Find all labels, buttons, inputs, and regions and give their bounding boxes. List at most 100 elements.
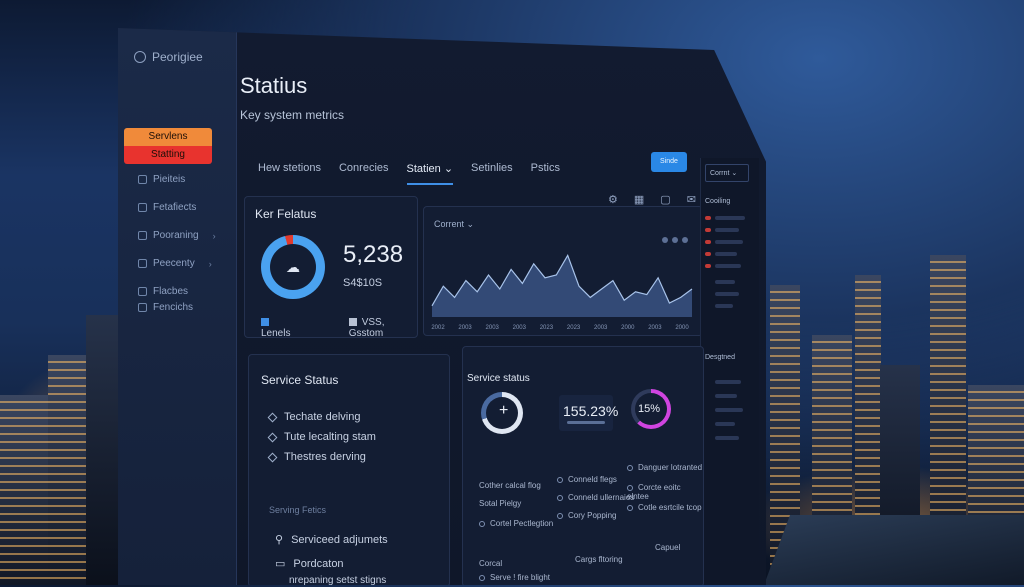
service-item[interactable]: ▭ Pordcaton	[275, 557, 344, 570]
dot-icon[interactable]	[662, 237, 668, 243]
grid-cell-label: Danguer lotranted	[638, 463, 703, 472]
building	[86, 315, 120, 585]
chart-title-text: Corrent	[434, 219, 465, 229]
legend-label: Lenels	[261, 328, 291, 339]
tab-bar: Hew stetions Conrecies Statien ⌄ Setinli…	[258, 162, 560, 185]
panel-row[interactable]	[715, 436, 739, 440]
legend-item: VSS, Gsstom	[348, 317, 417, 339]
sidebar-item-6[interactable]: Fencichs	[138, 302, 193, 313]
sidebar-active-label: Servlens	[148, 131, 188, 142]
legend-swatch	[261, 318, 269, 327]
panel-row[interactable]	[715, 292, 739, 296]
panel-row[interactable]	[715, 264, 741, 268]
page-subtitle: Key system metrics	[240, 108, 345, 122]
progress-ring	[481, 392, 523, 434]
sidebar-item-2[interactable]: Fetafiects	[138, 202, 196, 213]
panel-row-marker	[705, 228, 711, 232]
panel-row[interactable]	[715, 228, 739, 232]
logo-icon	[134, 51, 146, 63]
grid-cell-label: Cory Popping	[568, 511, 617, 520]
sidebar: Peorigiee Servlens Statting Pieiteis Fet…	[118, 28, 237, 585]
footer-label: Capuel	[655, 543, 681, 552]
bullet-icon	[557, 494, 563, 501]
sidebar-item-active[interactable]: Servlens Statting	[124, 128, 212, 164]
footer-item-label: Serve ! fire blight	[490, 573, 551, 582]
status-donut	[261, 235, 325, 299]
grid-cell: Cory Popping	[557, 511, 616, 520]
panel-row[interactable]	[715, 394, 737, 398]
service-item-label: nrepaning setst stigns	[289, 575, 387, 586]
bullet-icon	[557, 512, 563, 519]
tab-1[interactable]: Hew stetions	[258, 162, 321, 174]
service-item[interactable]: ⚲ Serviceed adjumets	[275, 533, 388, 546]
grid-cell-label: Cotle esrtcile tcop	[638, 503, 702, 512]
balcony-ledge	[764, 515, 1024, 585]
panel-row[interactable]	[715, 252, 737, 256]
section-label: Serving Fetics	[269, 505, 327, 515]
dot-icon[interactable]	[672, 237, 678, 243]
building	[0, 395, 50, 585]
service-item-label: Tute lecalting stam	[284, 431, 376, 443]
grid-cell: Cotle esrtcile tcop	[627, 503, 702, 512]
tab-2[interactable]: Conrecies	[338, 162, 389, 174]
mail-icon[interactable]: ✉	[686, 194, 696, 206]
service-item[interactable]: Techate delving	[267, 411, 360, 423]
x-tick-label: 2002	[431, 325, 445, 331]
bell-icon[interactable]: ⚙	[608, 194, 618, 206]
diamond-icon	[267, 432, 278, 443]
right-panel: Corrnt ⌄ Cooiling Desgtned	[700, 158, 759, 558]
panel-row[interactable]	[715, 240, 743, 244]
box-icon: ▭	[275, 558, 286, 570]
sidebar-item-3[interactable]: Pooraning ›	[138, 230, 216, 241]
dot-icon[interactable]	[682, 237, 688, 243]
primary-action-button[interactable]: Sinde	[651, 152, 687, 172]
chart-title[interactable]: Corrent ⌄	[434, 219, 474, 230]
tab-3-active[interactable]: Statien ⌄	[406, 162, 454, 185]
x-tick-label: 2003	[513, 325, 527, 331]
footer-item[interactable]: Serve ! fire blight	[479, 573, 550, 582]
grid-cell: Sotal Pielgy	[479, 499, 522, 508]
grid-cell: Cother calcal flog	[479, 481, 541, 490]
legend-swatch	[348, 318, 357, 327]
panel-row[interactable]	[715, 216, 745, 220]
footer-label: Corcal	[479, 559, 503, 568]
user-icon: ⚲	[275, 534, 284, 546]
ring-percent: 15%	[638, 403, 661, 415]
service-status-summary-card: Service status + 155.23% 15% Cother calc…	[462, 346, 704, 585]
sidebar-item-4[interactable]: Peecenty ›	[138, 258, 212, 269]
service-item[interactable]: Thestres derving	[267, 451, 366, 463]
dashboard-window: Peorigiee Servlens Statting Pieiteis Fet…	[118, 28, 766, 585]
grid-cell-label: Cortel Pectlegtion	[490, 519, 554, 528]
grid-icon[interactable]: ▦	[633, 194, 645, 206]
area-line	[431, 253, 693, 307]
panel-row[interactable]	[715, 280, 735, 284]
panel-row[interactable]	[715, 422, 735, 426]
sidebar-item-5[interactable]: Flacbes	[138, 286, 188, 297]
card-title: Ker Felatus	[255, 207, 317, 221]
panel-row[interactable]	[715, 408, 743, 412]
status-sub-value: S4$10S	[343, 277, 383, 289]
grid-cell: Corcte eoitc elntee	[627, 483, 703, 501]
panel-row[interactable]	[715, 380, 741, 384]
panel-row[interactable]	[715, 304, 733, 308]
select-value: Corrnt	[710, 170, 730, 177]
bullet-icon	[557, 476, 563, 483]
service-item[interactable]: Tute lecalting stam	[267, 431, 376, 443]
chevron-down-icon: ⌄	[466, 219, 475, 229]
building	[48, 355, 88, 585]
legend-label: VSS, Gsstom	[348, 317, 385, 339]
panel-select[interactable]: Corrnt ⌄	[705, 164, 749, 182]
page-title: Statius	[240, 73, 308, 98]
grid-cell-label: Corcte eoitc elntee	[627, 483, 681, 501]
diamond-icon	[267, 452, 278, 463]
tab-4[interactable]: Setinlies	[471, 162, 513, 174]
service-item[interactable]: nrepaning setst stigns	[289, 575, 387, 586]
tab-5[interactable]: Pstics	[530, 162, 560, 174]
chat-icon[interactable]: ▢	[660, 194, 671, 206]
service-item-label: Pordcaton	[293, 558, 344, 570]
sidebar-item-1[interactable]: Pieiteis	[138, 174, 185, 185]
chevron-down-icon: ⌄	[443, 163, 454, 175]
service-item-label: Thestres derving	[284, 451, 366, 463]
nav-icon	[138, 203, 147, 212]
nav-icon	[138, 231, 147, 240]
